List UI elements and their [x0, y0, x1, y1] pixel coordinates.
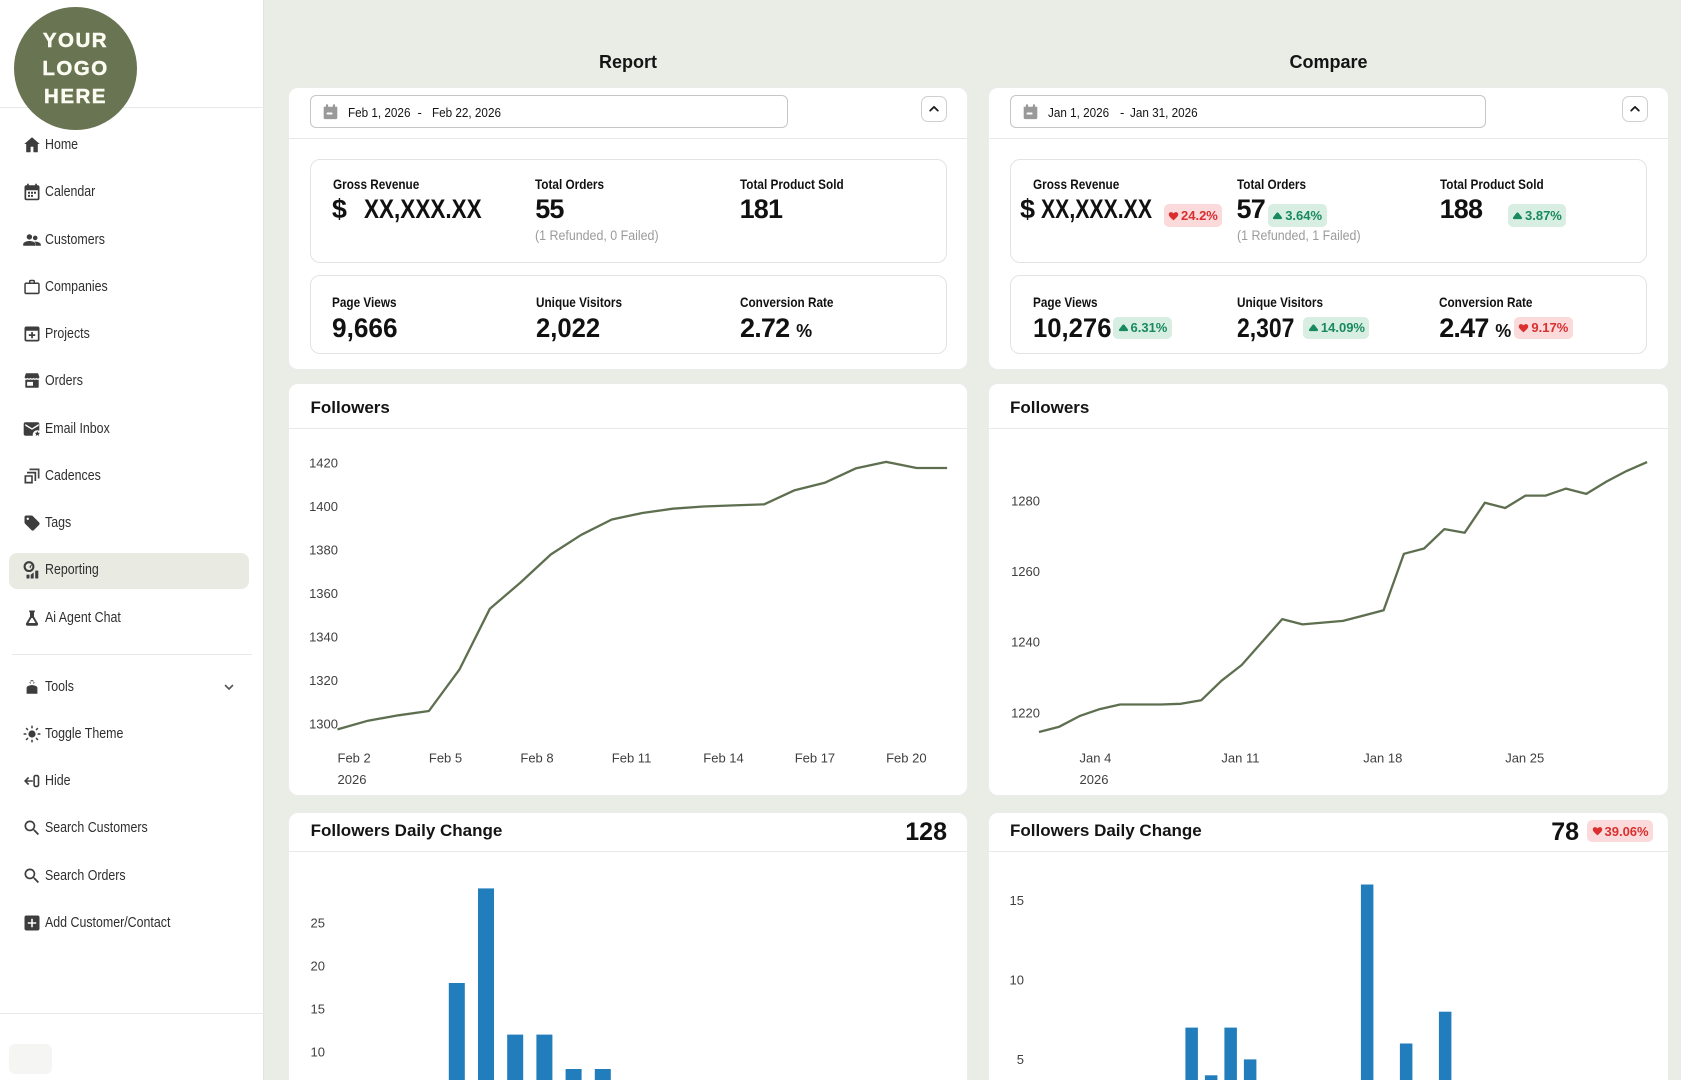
- svg-text:Feb 2: Feb 2: [338, 751, 371, 766]
- svg-text:1320: 1320: [309, 673, 338, 688]
- svg-text:Feb 11: Feb 11: [612, 751, 652, 766]
- svg-text:15: 15: [1010, 893, 1024, 908]
- svg-text:10: 10: [1010, 973, 1024, 988]
- svg-text:1260: 1260: [1011, 564, 1040, 579]
- svg-text:20: 20: [311, 959, 325, 974]
- svg-text:1340: 1340: [309, 630, 338, 645]
- svg-text:25: 25: [311, 916, 325, 931]
- svg-text:1400: 1400: [309, 499, 338, 514]
- svg-text:Feb 8: Feb 8: [520, 751, 553, 766]
- svg-text:1380: 1380: [309, 543, 338, 558]
- svg-text:15: 15: [311, 1002, 325, 1017]
- svg-text:2026: 2026: [1080, 772, 1109, 787]
- svg-text:Feb 20: Feb 20: [886, 751, 926, 766]
- svg-text:Jan 4: Jan 4: [1080, 751, 1112, 766]
- svg-text:1420: 1420: [309, 456, 338, 471]
- svg-text:Feb 17: Feb 17: [795, 751, 835, 766]
- svg-text:2026: 2026: [338, 772, 367, 787]
- svg-text:1280: 1280: [1011, 494, 1040, 509]
- svg-text:1220: 1220: [1011, 705, 1040, 720]
- svg-text:Jan 11: Jan 11: [1221, 751, 1259, 766]
- svg-text:10: 10: [311, 1045, 325, 1060]
- svg-text:1240: 1240: [1011, 635, 1040, 650]
- svg-text:Feb 5: Feb 5: [429, 751, 462, 766]
- svg-text:Jan 25: Jan 25: [1505, 751, 1544, 766]
- svg-text:Jan 18: Jan 18: [1363, 751, 1402, 766]
- svg-text:Feb 14: Feb 14: [703, 751, 743, 766]
- svg-text:1360: 1360: [309, 586, 338, 601]
- svg-text:1300: 1300: [309, 717, 338, 732]
- svg-text:5: 5: [1017, 1052, 1024, 1067]
